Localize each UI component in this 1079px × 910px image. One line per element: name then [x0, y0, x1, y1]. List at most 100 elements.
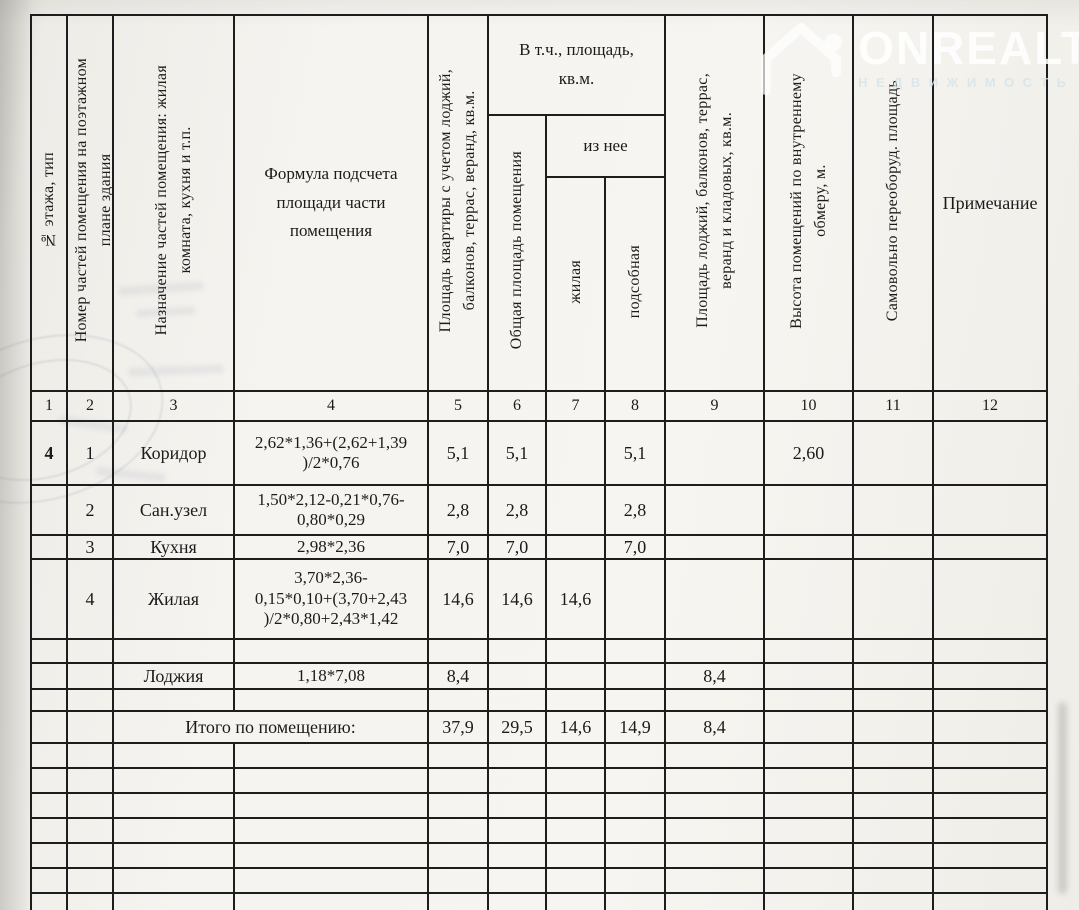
cell-room-name: Кухня — [112, 534, 235, 560]
header-loggia-balcony-area: Площадь лоджий, балконов, террас, веранд… — [664, 14, 766, 392]
header-living-area-label: жилая — [566, 259, 584, 304]
empty-cell — [112, 688, 235, 712]
column-number: 9 — [664, 390, 766, 422]
table-row: 3 Кухня 2,98*2,36 7,0 7,0 7,0 — [30, 534, 1049, 560]
empty-cell — [545, 767, 606, 794]
empty-cell — [66, 867, 114, 894]
header-room-purpose: Назначение частей помещения: жилая комна… — [112, 14, 235, 392]
empty-cell — [852, 842, 935, 869]
cell-height — [763, 484, 855, 536]
cell-loggia-area — [664, 558, 766, 640]
header-area-with-loggias-label: Площадь квартиры с учетом лоджий, балкон… — [437, 68, 478, 333]
empty-cell — [932, 767, 1049, 794]
totals-area-with-loggias: 37,9 — [427, 710, 489, 744]
empty-cell — [932, 842, 1049, 869]
table-header-row: № этажа, тип Номер частей помещения на п… — [30, 14, 1049, 392]
cell-height — [763, 662, 855, 690]
table-row — [30, 767, 1049, 794]
cell-formula: 2,62*1,36+(2,62+1,39 )/2*0,76 — [233, 420, 429, 486]
empty-cell — [852, 767, 935, 794]
cell-loggia-area — [664, 534, 766, 560]
empty-cell — [233, 842, 429, 869]
cell-total-area: 14,6 — [487, 558, 547, 640]
cell-note — [932, 534, 1049, 560]
empty-cell — [852, 792, 935, 819]
cell-unauthorized-area — [852, 420, 935, 486]
totals-height — [763, 710, 855, 744]
totals-loggia-area: 8,4 — [664, 710, 766, 744]
empty-cell — [852, 892, 935, 910]
empty-cell — [664, 638, 766, 664]
empty-cell — [603, 842, 667, 869]
empty-cell — [487, 867, 547, 894]
empty-cell — [112, 842, 235, 869]
empty-cell — [233, 767, 429, 794]
empty-cell — [932, 792, 1049, 819]
empty-cell — [427, 842, 489, 869]
table-row: 2 Сан.узел 1,50*2,12-0,21*0,76- 0,80*0,2… — [30, 484, 1049, 536]
empty-cell — [112, 867, 235, 894]
empty-cell — [30, 892, 68, 910]
column-number: 10 — [763, 390, 855, 422]
table-row — [30, 867, 1049, 894]
header-total-area-label: Общая площадь помещения — [508, 151, 525, 350]
cell-loggia-area: 8,4 — [664, 662, 766, 690]
empty-cell — [30, 710, 68, 744]
cell-auxiliary-area: 2,8 — [603, 484, 667, 536]
column-number-row: 1 2 3 4 5 6 7 8 9 10 11 12 — [30, 390, 1049, 422]
table-row — [30, 842, 1049, 869]
empty-cell — [664, 688, 766, 712]
column-number: 2 — [66, 390, 114, 422]
cell-note — [932, 484, 1049, 536]
table-row — [30, 688, 1049, 712]
cell-formula: 1,18*7,08 — [233, 662, 429, 690]
empty-cell — [66, 742, 114, 769]
empty-cell — [603, 792, 667, 819]
cell-note — [932, 662, 1049, 690]
totals-note — [932, 710, 1049, 744]
empty-cell — [233, 867, 429, 894]
empty-cell — [112, 767, 235, 794]
column-number: 3 — [112, 390, 235, 422]
cell-formula: 3,70*2,36- 0,15*0,10+(3,70+2,43 )/2*0,80… — [233, 558, 429, 640]
empty-cell — [545, 792, 606, 819]
cell-note — [932, 558, 1049, 640]
empty-cell — [664, 867, 766, 894]
empty-cell — [66, 842, 114, 869]
cell-formula: 1,50*2,12-0,21*0,76- 0,80*0,29 — [233, 484, 429, 536]
cell-height — [763, 558, 855, 640]
header-incl-area-group: В т.ч., площадь, кв.м. — [486, 14, 667, 116]
column-number: 11 — [852, 390, 935, 422]
empty-cell — [30, 817, 68, 844]
empty-cell — [763, 817, 855, 844]
empty-cell — [487, 842, 547, 869]
table-row — [30, 792, 1049, 819]
cell-floor — [30, 558, 68, 640]
floor-area-table: № этажа, тип Номер частей помещения на п… — [30, 14, 1049, 910]
cell-auxiliary-area — [603, 662, 667, 690]
column-number: 6 — [487, 390, 547, 422]
empty-cell — [763, 892, 855, 910]
empty-cell — [852, 817, 935, 844]
header-room-height-label: Высота помещений по внутреннему обмеру, … — [787, 72, 829, 329]
empty-cell — [487, 792, 547, 819]
header-part-number-label: Номер частей помещения на поэтажном план… — [73, 58, 113, 343]
empty-cell — [763, 792, 855, 819]
header-room-purpose-label: Назначение частей помещения: жилая комна… — [152, 65, 194, 336]
cell-auxiliary-area: 7,0 — [603, 534, 667, 560]
empty-cell — [30, 867, 68, 894]
empty-cell — [30, 638, 68, 664]
empty-cell — [664, 842, 766, 869]
header-floor-number-label: № этажа, тип — [40, 152, 57, 249]
cell-total-area: 2,8 — [487, 484, 547, 536]
empty-cell — [932, 688, 1049, 712]
empty-cell — [30, 742, 68, 769]
cell-area-with-loggias: 8,4 — [427, 662, 489, 690]
empty-cell — [664, 742, 766, 769]
empty-cell — [852, 638, 935, 664]
empty-cell — [603, 767, 667, 794]
table-row: Лоджия 1,18*7,08 8,4 8,4 — [30, 662, 1049, 690]
empty-cell — [487, 892, 547, 910]
empty-cell — [545, 817, 606, 844]
totals-row: Итого по помещению: 37,9 29,5 14,6 14,9 … — [30, 710, 1049, 744]
